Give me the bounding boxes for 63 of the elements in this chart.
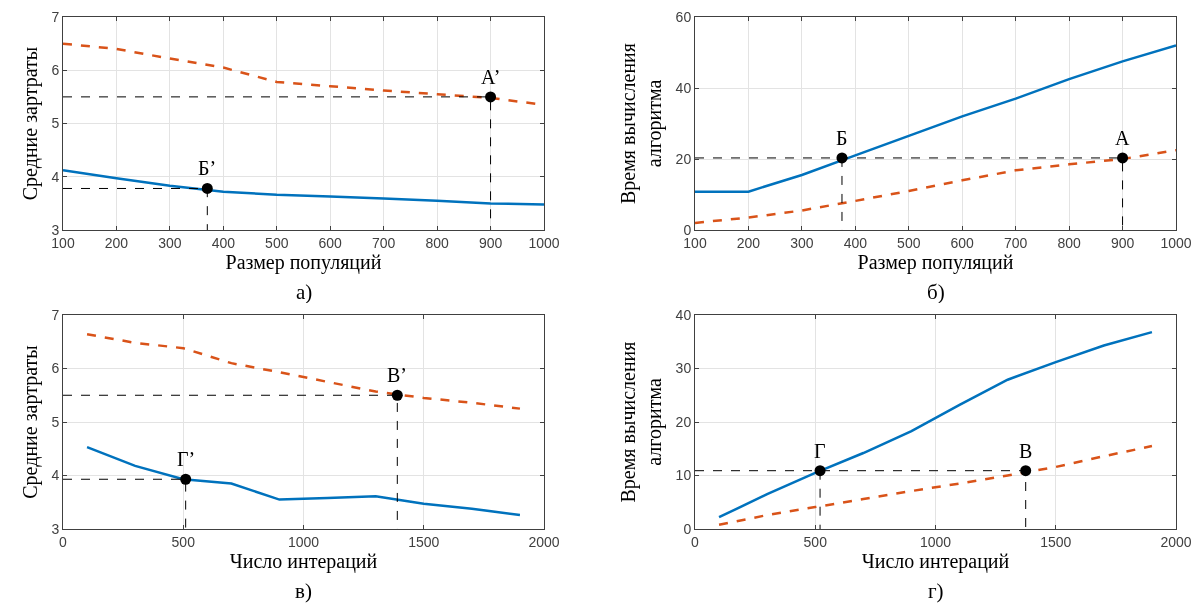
y-tick-label: 3 — [51, 520, 60, 537]
y-tick-label: 4 — [51, 467, 60, 484]
y-tick-label: 30 — [675, 360, 692, 377]
y-tick-label: 6 — [51, 360, 60, 377]
text: а) — [296, 280, 313, 304]
y-axis-title: Средние зартраты — [18, 345, 42, 499]
y-tick-label: 5 — [51, 115, 60, 132]
y-tick-label: 40 — [675, 79, 692, 96]
y-tick-label: 7 — [51, 306, 60, 323]
x-tick-label: 900 — [478, 234, 503, 251]
annotation: В — [1019, 440, 1033, 462]
x-tick-label: 500 — [897, 234, 921, 251]
annotation: Г’ — [177, 448, 196, 470]
x-tick-label: 1000 — [919, 533, 952, 550]
x-axis-title: Размер популяций — [225, 250, 382, 274]
annotation: Г — [814, 440, 826, 462]
x-tick-label: 1500 — [1040, 533, 1072, 550]
x-tick-label: 300 — [158, 234, 182, 251]
y-axis-title: Время вычисления алгоритма — [617, 42, 667, 205]
x-tick-label: 200 — [736, 234, 761, 251]
x-tick-label: 900 — [1110, 234, 1135, 251]
y-tick-label: 0 — [683, 520, 692, 537]
x-tick-label: 500 — [171, 533, 196, 550]
y-tick-label: 6 — [51, 62, 60, 79]
y-tick-label: 20 — [675, 413, 692, 430]
text: г) — [928, 579, 944, 603]
x-tick-label: 1000 — [287, 533, 320, 550]
x-tick-label: 400 — [211, 234, 236, 251]
x-axis-title: Число интераций — [229, 549, 378, 573]
x-tick-label: 600 — [318, 234, 343, 251]
annotation: А — [1115, 127, 1130, 149]
y-axis-title: Средние зартраты — [18, 46, 42, 201]
x-tick-label: 600 — [950, 234, 975, 251]
x-axis-title: Число интераций — [861, 549, 1010, 573]
x-tick-label: 2000 — [528, 533, 560, 550]
annotation: В’ — [387, 364, 407, 386]
x-tick-label: 1000 — [1160, 234, 1192, 251]
x-tick-label: 2000 — [1160, 533, 1192, 550]
x-tick-label: 300 — [790, 234, 814, 251]
y-tick-label: 4 — [51, 168, 60, 185]
x-tick-label: 1500 — [408, 533, 440, 550]
x-tick-label: 700 — [371, 234, 396, 251]
x-tick-label: 400 — [843, 234, 868, 251]
y-tick-label: 40 — [675, 306, 692, 323]
text: б) — [927, 280, 945, 304]
annotation: А’ — [481, 66, 501, 88]
x-tick-label: 800 — [1057, 234, 1081, 251]
annotation: Б’ — [198, 157, 217, 179]
y-axis-title: Время вычисления алгоритма — [617, 341, 667, 503]
y-tick-label: 20 — [675, 150, 692, 167]
x-tick-label: 200 — [104, 234, 129, 251]
y-tick-label: 60 — [675, 8, 692, 25]
x-tick-label: 700 — [1003, 234, 1028, 251]
x-tick-label: 500 — [803, 533, 828, 550]
annotation: Б — [836, 127, 848, 149]
y-tick-label: 7 — [51, 8, 60, 25]
x-tick-label: 500 — [265, 234, 289, 251]
y-tick-label: 10 — [675, 467, 692, 484]
x-tick-label: 1000 — [528, 234, 560, 251]
text: в) — [295, 579, 312, 603]
x-tick-label: 800 — [425, 234, 449, 251]
x-axis-title: Размер популяций — [857, 250, 1014, 274]
y-tick-label: 5 — [51, 413, 60, 430]
